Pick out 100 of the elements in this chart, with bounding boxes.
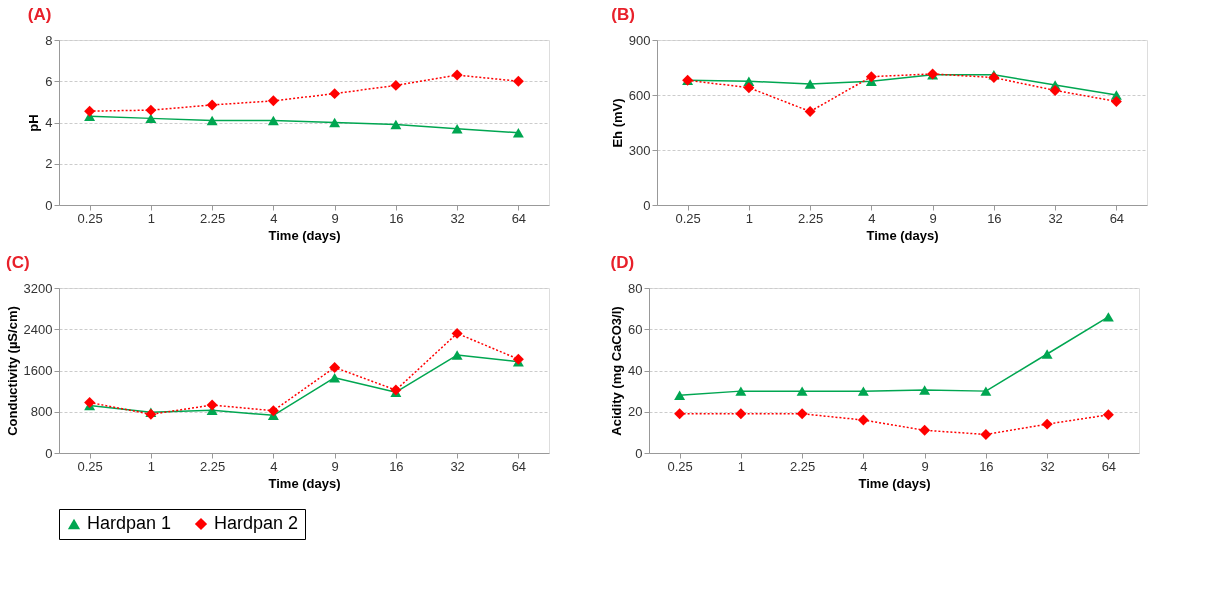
point [1049,84,1061,96]
x-tick-label: 32 [450,210,465,226]
x-tick-label: 0.25 [675,210,701,226]
x-tick-label: 4 [270,458,278,474]
y-tick-label: 2 [45,156,53,172]
y-tick-label: 0 [45,197,53,213]
point [674,390,686,400]
chart-title: (B) [611,5,635,24]
y-tick-label: 40 [628,363,643,378]
point [804,79,816,89]
point [988,72,1000,84]
point [267,95,279,107]
y-tick-label: 600 [628,87,651,103]
y-tick-label: 20 [628,404,643,420]
x-tick-label: 16 [389,210,404,226]
y-tick-label: 8 [45,32,53,48]
point [329,372,341,383]
point [206,99,218,111]
point [735,386,747,396]
point [980,428,992,440]
y-tick-label: 6 [45,73,53,89]
point [796,408,808,420]
y-tick-label: 900 [628,32,651,48]
point [735,408,747,420]
y-tick-label: 0 [635,445,643,461]
x-tick-label: 2.25 [789,458,816,474]
x-tick-label: 16 [987,210,1002,226]
x-tick-label: 2.25 [797,210,824,226]
x-axis-title: Time (days) [268,475,341,491]
point [919,424,931,436]
point [206,399,218,411]
point [451,327,463,339]
point [329,361,341,373]
point [1102,312,1114,322]
point [267,405,279,417]
y-tick-label: 80 [628,280,643,296]
point [857,386,869,396]
x-tick-label: 4 [860,458,868,474]
y-tick-label: 2400 [23,321,53,337]
x-tick-label: 32 [1048,210,1063,226]
x-axis-title: Time (days) [858,475,931,491]
point [512,128,524,138]
point [451,123,463,134]
y-tick-label: 0 [643,197,651,213]
point [857,414,869,426]
x-tick-label: 0.25 [77,210,103,226]
point [145,113,157,124]
x-axis-title: Time (days) [866,227,939,243]
x-tick-label: 64 [1101,458,1117,474]
x-tick-label: 16 [389,458,404,474]
point [804,106,816,117]
x-tick-label: 4 [270,210,278,226]
x-tick-label: 64 [511,458,527,474]
point [390,79,402,91]
x-tick-label: 9 [921,458,929,474]
x-tick-label: 32 [450,458,465,474]
y-tick-label: 800 [30,404,53,420]
point [329,117,341,128]
x-tick-label: 0.25 [77,458,103,474]
point [980,386,992,396]
y-tick-label: 1600 [23,363,53,378]
x-tick-label: 1 [737,458,745,474]
x-tick-label: 64 [511,210,527,226]
x-tick-label: 1 [745,210,753,226]
x-tick-label: 16 [979,458,994,474]
x-tick-label: 1 [147,458,155,474]
y-tick-label: 3200 [23,280,53,296]
legend-label: Hardpan 1 [87,513,172,533]
chart-title: (A) [27,5,52,24]
point [674,408,686,420]
point [451,69,463,81]
x-tick-label: 2.25 [199,210,226,226]
y-tick-label: 60 [628,321,643,337]
y-tick-label: 300 [628,142,651,158]
y-axis-title: pH [26,114,42,132]
x-tick-label: 0.25 [667,458,693,474]
x-tick-label: 4 [868,210,876,226]
x-tick-label: 2.25 [199,458,226,474]
y-axis-title: Acidity (mg CaCO3/l) [609,306,625,436]
point [206,115,218,126]
legend-label: Hardpan 2 [214,513,299,533]
x-tick-label: 9 [331,458,339,474]
y-tick-label: 0 [45,445,53,461]
point [267,115,279,126]
x-tick-label: 1 [147,210,155,226]
point [1110,95,1122,107]
point [390,119,402,130]
y-tick-label: 4 [45,115,53,130]
point [1041,349,1053,359]
point [743,82,755,94]
point [145,104,157,116]
point [865,71,877,83]
x-axis-title: Time (days) [268,227,341,243]
point [329,88,341,100]
point [919,385,931,395]
point [84,105,96,117]
point [1041,418,1053,430]
x-tick-label: 9 [929,210,937,226]
x-tick-label: 64 [1109,210,1125,226]
point [1102,409,1114,421]
